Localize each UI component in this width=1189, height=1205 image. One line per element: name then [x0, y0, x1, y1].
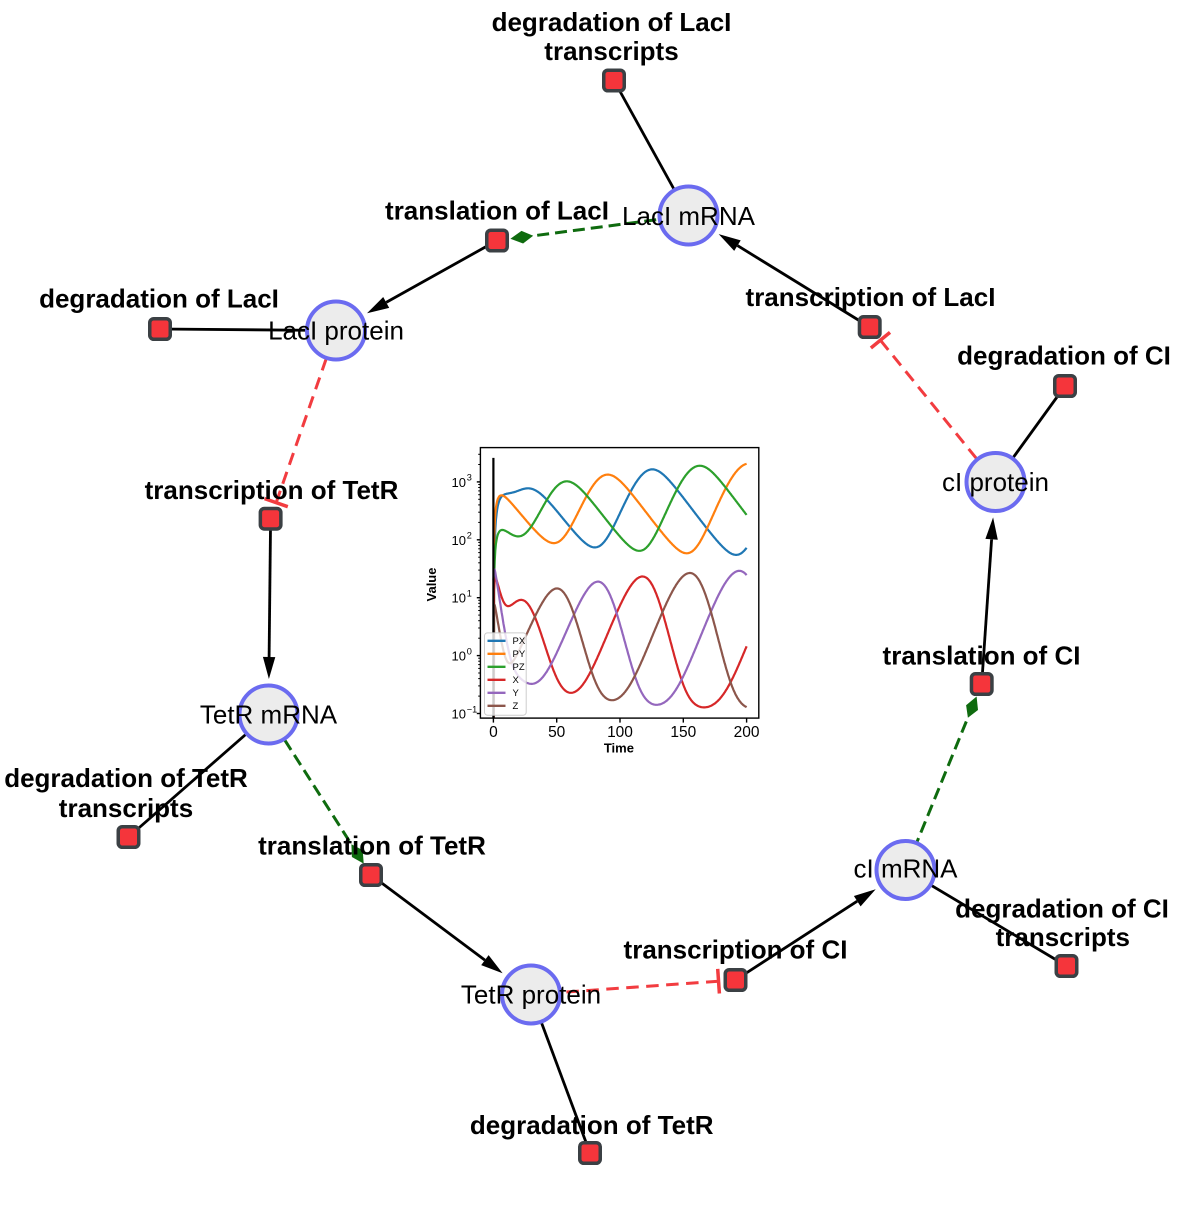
svg-text:TetR mRNA: TetR mRNA	[200, 700, 338, 730]
svg-text:degradation of TetR: degradation of TetR	[4, 763, 248, 793]
svg-text:degradation of CI: degradation of CI	[957, 341, 1171, 371]
svg-text:transcripts: transcripts	[996, 922, 1130, 952]
svg-text:Value: Value	[424, 568, 439, 602]
svg-text:200: 200	[734, 724, 760, 741]
svg-text:cI mRNA: cI mRNA	[854, 854, 959, 884]
svg-text:transcription of CI: transcription of CI	[624, 935, 848, 965]
svg-text:0: 0	[489, 724, 498, 741]
svg-text:100: 100	[607, 724, 633, 741]
svg-text:degradation of TetR: degradation of TetR	[470, 1110, 714, 1140]
svg-text:−1: −1	[467, 704, 477, 714]
svg-text:cI protein: cI protein	[942, 467, 1049, 497]
svg-text:LacI mRNA: LacI mRNA	[622, 201, 756, 231]
svg-text:TetR protein: TetR protein	[461, 980, 601, 1010]
svg-text:PZ: PZ	[513, 662, 525, 673]
svg-text:degradation of LacI: degradation of LacI	[492, 7, 732, 37]
svg-text:50: 50	[548, 724, 566, 741]
svg-text:150: 150	[670, 724, 696, 741]
svg-text:10: 10	[452, 707, 466, 722]
svg-text:PX: PX	[513, 636, 526, 647]
svg-text:Time: Time	[604, 740, 634, 755]
svg-text:LacI protein: LacI protein	[268, 316, 404, 346]
svg-text:3: 3	[467, 473, 472, 483]
svg-text:translation of CI: translation of CI	[883, 640, 1081, 670]
svg-text:transcripts: transcripts	[59, 793, 193, 823]
svg-text:degradation of CI: degradation of CI	[955, 894, 1169, 924]
svg-text:10: 10	[452, 649, 466, 664]
svg-text:2: 2	[467, 531, 472, 541]
svg-text:Z: Z	[513, 701, 519, 712]
svg-text:X: X	[513, 675, 520, 686]
svg-text:0: 0	[467, 646, 472, 656]
svg-text:transcription of TetR: transcription of TetR	[145, 475, 399, 505]
svg-text:transcription of LacI: transcription of LacI	[746, 282, 996, 312]
svg-text:PY: PY	[513, 649, 526, 660]
svg-text:1: 1	[467, 589, 472, 599]
svg-text:10: 10	[452, 475, 466, 490]
svg-text:degradation of LacI: degradation of LacI	[39, 284, 279, 314]
svg-text:10: 10	[452, 533, 466, 548]
svg-text:10: 10	[452, 591, 466, 606]
svg-text:Y: Y	[513, 688, 520, 699]
svg-text:translation of TetR: translation of TetR	[258, 830, 486, 860]
svg-text:translation of LacI: translation of LacI	[385, 196, 609, 226]
svg-text:transcripts: transcripts	[544, 36, 678, 66]
